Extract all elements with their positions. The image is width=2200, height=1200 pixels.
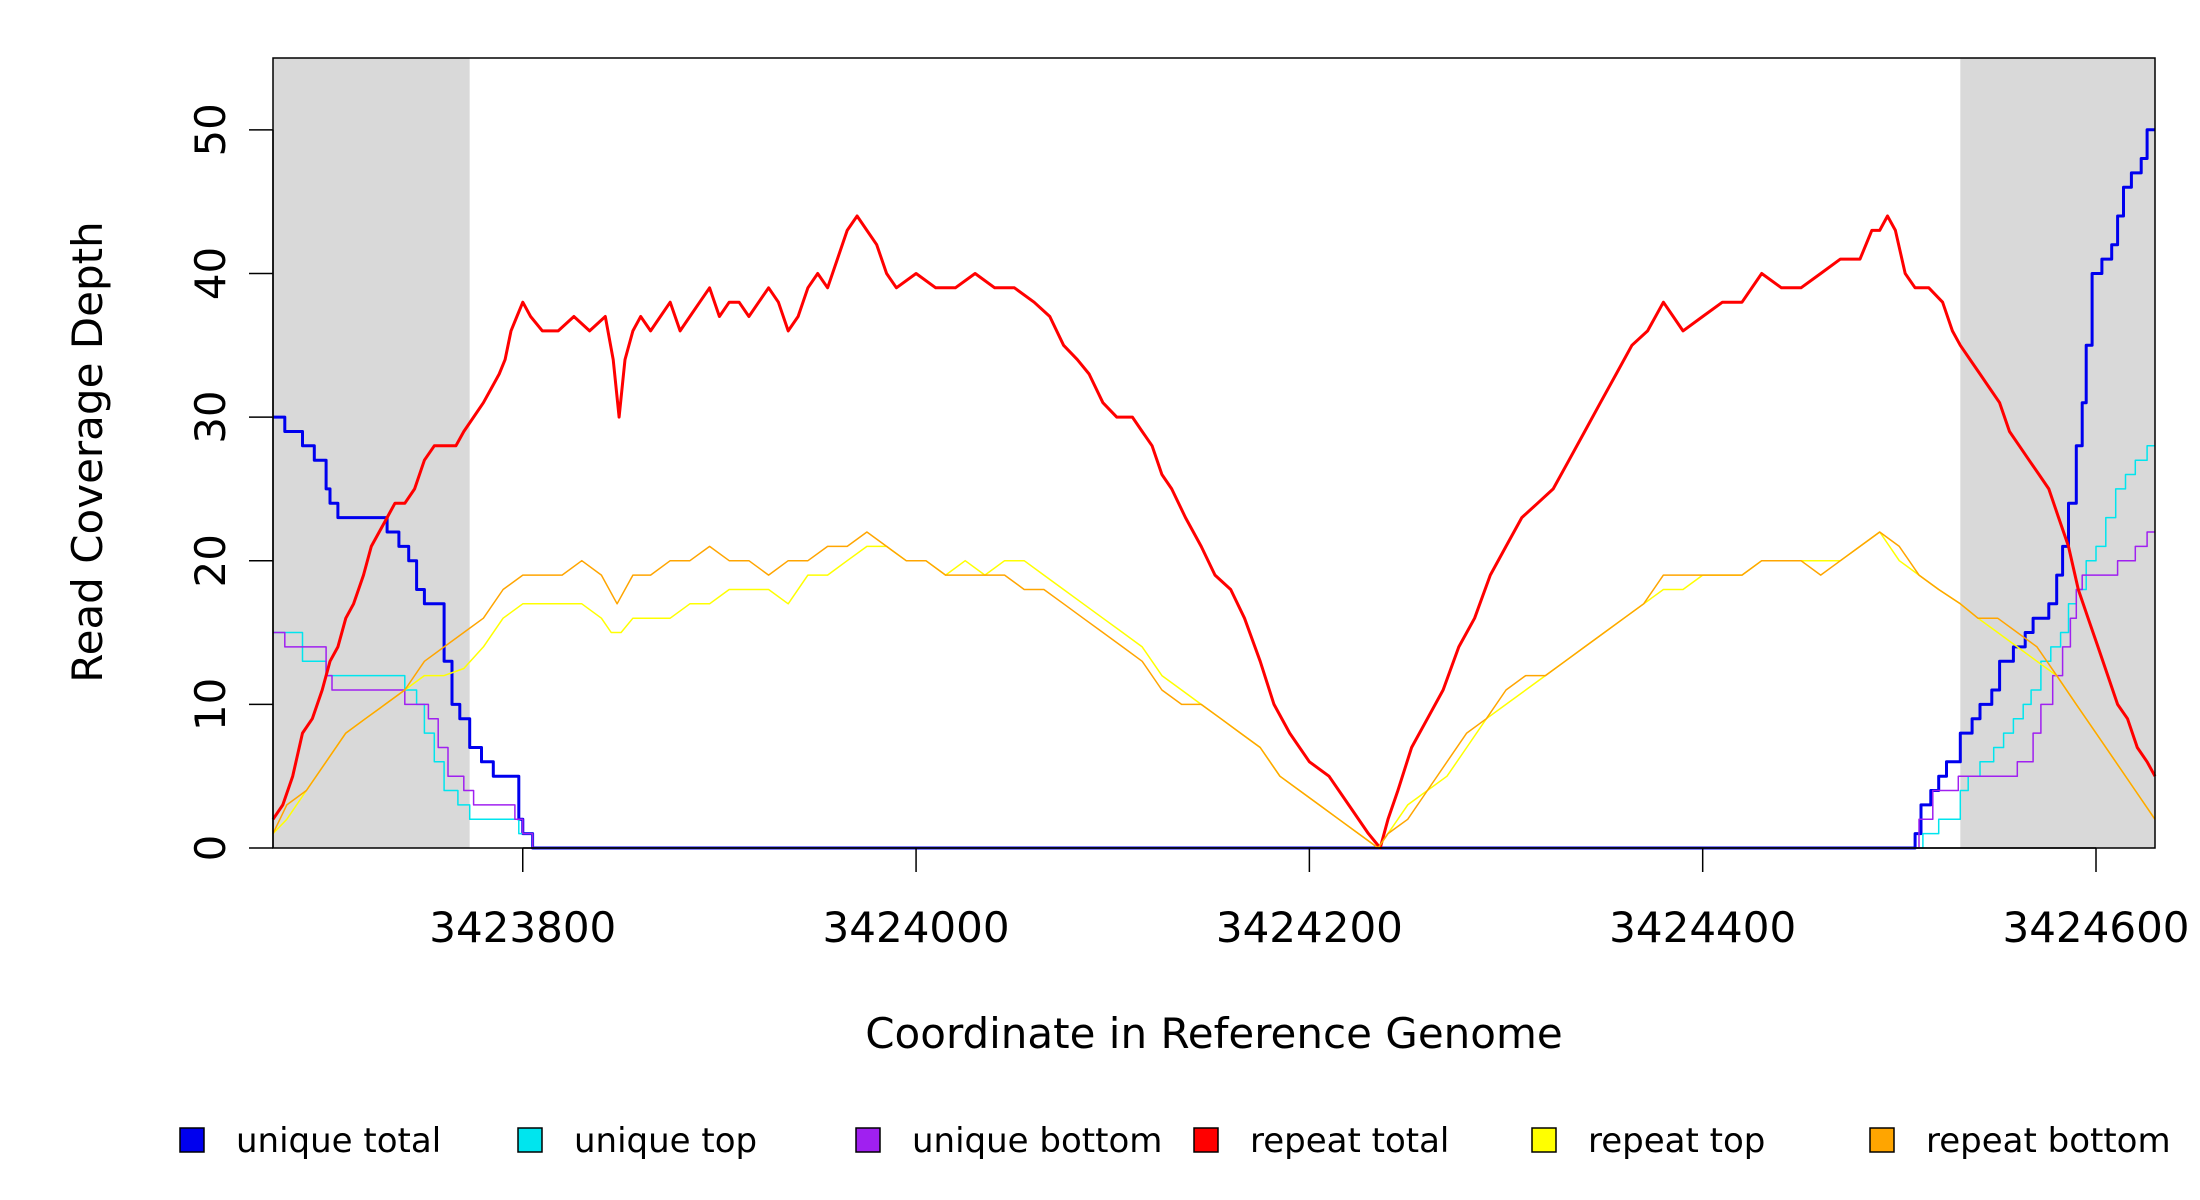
shaded-region-1 — [1960, 58, 2155, 848]
x-axis: 3423800 3424000 3424200 3424400 3424600 — [429, 847, 2190, 952]
y-tick-label: 10 — [186, 678, 235, 731]
legend-swatch — [1193, 1127, 1219, 1153]
legend-label: repeat top — [1588, 1121, 1765, 1161]
series-line-2 — [273, 531, 2155, 849]
plot-frame — [272, 57, 2156, 849]
series-lines — [271, 128, 2157, 850]
legend-swatch — [517, 1127, 543, 1153]
legend-swatch — [1531, 1127, 1557, 1153]
series-line-3 — [271, 214, 2157, 850]
y-tick-label: 50 — [186, 103, 235, 156]
series-line-0 — [273, 128, 2155, 850]
legend-item: repeat total — [1193, 1121, 1449, 1161]
y-tick-label: 20 — [186, 534, 235, 587]
x-axis-label: Coordinate in Reference Genome — [865, 1009, 1563, 1058]
series-line-4 — [272, 531, 2156, 849]
legend-swatch — [1869, 1127, 1895, 1153]
y-tick-label: 30 — [186, 390, 235, 443]
legend-label: repeat total — [1250, 1121, 1449, 1161]
legend-label: repeat bottom — [1926, 1121, 2171, 1161]
legend-item: repeat bottom — [1869, 1121, 2171, 1161]
x-tick-label: 3424200 — [1216, 903, 1403, 952]
series-line-5 — [272, 531, 2156, 849]
y-tick-label: 40 — [186, 247, 235, 300]
legend-item: unique top — [517, 1121, 757, 1161]
y-tick-label: 0 — [186, 835, 235, 862]
legend-item: unique total — [179, 1121, 441, 1161]
legend-label: unique bottom — [912, 1121, 1162, 1161]
legend-swatch — [179, 1127, 205, 1153]
legend-label: unique top — [574, 1121, 757, 1161]
legend-item: repeat top — [1531, 1121, 1765, 1161]
legend: unique total unique top unique bottom repea… — [179, 1121, 2171, 1161]
legend-label: unique total — [236, 1121, 441, 1161]
x-tick-label: 3424600 — [2002, 903, 2189, 952]
y-axis-label: Read Coverage Depth — [63, 221, 112, 682]
series-line-1 — [273, 445, 2155, 849]
shaded-regions — [273, 58, 2155, 848]
x-tick-label: 3423800 — [429, 903, 616, 952]
shaded-region-0 — [273, 58, 470, 848]
x-tick-label: 3424000 — [823, 903, 1010, 952]
legend-swatch — [855, 1127, 881, 1153]
y-axis: 0 10 20 30 40 50 — [186, 103, 274, 862]
x-tick-label: 3424400 — [1609, 903, 1796, 952]
legend-item: unique bottom — [855, 1121, 1162, 1161]
